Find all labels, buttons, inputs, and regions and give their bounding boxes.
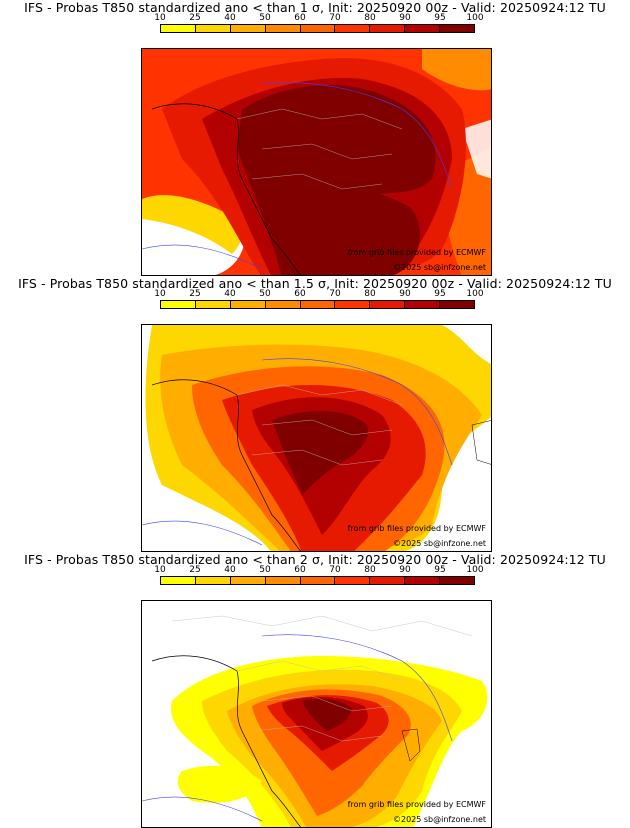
tick-label: 100 xyxy=(466,289,484,299)
colorbar-segment xyxy=(229,25,265,32)
tick-label: 70 xyxy=(329,13,341,23)
colorbar-segment xyxy=(369,301,405,308)
colorbar-segment xyxy=(404,25,440,32)
probability-map: from grib files provided by ECMWF ©2025 … xyxy=(141,48,492,276)
colorbar-segment xyxy=(369,25,405,32)
tick-label: 40 xyxy=(224,565,236,575)
tick-label: 90 xyxy=(399,289,411,299)
probability-map: from grib files provided by ECMWF ©2025 … xyxy=(141,600,492,828)
tick-label: 60 xyxy=(294,565,306,575)
data-credit: from grib files provided by ECMWF xyxy=(347,248,486,257)
colorbar-segment xyxy=(439,577,475,584)
colorbar-segment xyxy=(334,577,370,584)
tick-label: 40 xyxy=(224,13,236,23)
data-credit: from grib files provided by ECMWF xyxy=(347,524,486,533)
panel-title: IFS - Probas T850 standardized ano < tha… xyxy=(18,276,612,291)
copyright: ©2025 sb@infzone.net xyxy=(392,539,486,548)
colorbar-segment xyxy=(161,301,195,308)
probability-map: from grib files provided by ECMWF ©2025 … xyxy=(141,324,492,552)
colorbar xyxy=(160,576,475,585)
tick-label: 60 xyxy=(294,289,306,299)
tick-label: 80 xyxy=(364,565,376,575)
tick-label: 50 xyxy=(259,13,271,23)
tick-label: 25 xyxy=(189,13,201,23)
tick-label: 50 xyxy=(259,565,271,575)
tick-label: 10 xyxy=(154,13,166,23)
colorbar-segment xyxy=(299,577,335,584)
colorbar-segment xyxy=(299,301,335,308)
tick-label: 90 xyxy=(399,565,411,575)
tick-label: 95 xyxy=(434,13,446,23)
tick-label: 100 xyxy=(466,13,484,23)
colorbar-segment xyxy=(194,25,230,32)
colorbar-segment xyxy=(299,25,335,32)
panel-title: IFS - Probas T850 standardized ano < tha… xyxy=(24,0,606,15)
tick-label: 80 xyxy=(364,289,376,299)
colorbar-ticks: 10 25 40 50 60 70 80 90 95 100 xyxy=(150,289,490,300)
probability-panel-1sigma: IFS - Probas T850 standardized ano < tha… xyxy=(0,0,630,276)
tick-label: 40 xyxy=(224,289,236,299)
copyright: ©2025 sb@infzone.net xyxy=(392,263,486,272)
tick-label: 10 xyxy=(154,289,166,299)
tick-label: 95 xyxy=(434,289,446,299)
panel-title: IFS - Probas T850 standardized ano < tha… xyxy=(24,552,606,567)
colorbar-segment xyxy=(439,25,475,32)
colorbar-segment xyxy=(194,577,230,584)
probability-panel-2sigma: IFS - Probas T850 standardized ano < tha… xyxy=(0,552,630,828)
tick-label: 70 xyxy=(329,289,341,299)
tick-label: 60 xyxy=(294,13,306,23)
colorbar-segment xyxy=(194,301,230,308)
colorbar xyxy=(160,300,475,309)
tick-label: 25 xyxy=(189,565,201,575)
colorbar-segment xyxy=(161,577,195,584)
tick-label: 95 xyxy=(434,565,446,575)
tick-label: 25 xyxy=(189,289,201,299)
colorbar-segment xyxy=(369,577,405,584)
colorbar xyxy=(160,24,475,33)
tick-label: 90 xyxy=(399,13,411,23)
colorbar-segment xyxy=(334,25,370,32)
colorbar-ticks: 10 25 40 50 60 70 80 90 95 100 xyxy=(150,13,490,24)
tick-label: 100 xyxy=(466,565,484,575)
data-credit: from grib files provided by ECMWF xyxy=(347,800,486,809)
colorbar-segment xyxy=(404,301,440,308)
colorbar-segment xyxy=(161,25,195,32)
tick-label: 70 xyxy=(329,565,341,575)
colorbar-segment xyxy=(264,25,300,32)
colorbar-segment xyxy=(264,577,300,584)
copyright: ©2025 sb@infzone.net xyxy=(392,815,486,824)
tick-label: 10 xyxy=(154,565,166,575)
tick-label: 50 xyxy=(259,289,271,299)
colorbar-segment xyxy=(439,301,475,308)
colorbar-ticks: 10 25 40 50 60 70 80 90 95 100 xyxy=(150,565,490,576)
colorbar-segment xyxy=(229,577,265,584)
tick-label: 80 xyxy=(364,13,376,23)
colorbar-segment xyxy=(404,577,440,584)
probability-panel-1-5sigma: IFS - Probas T850 standardized ano < tha… xyxy=(0,276,630,552)
colorbar-segment xyxy=(264,301,300,308)
colorbar-segment xyxy=(334,301,370,308)
colorbar-segment xyxy=(229,301,265,308)
